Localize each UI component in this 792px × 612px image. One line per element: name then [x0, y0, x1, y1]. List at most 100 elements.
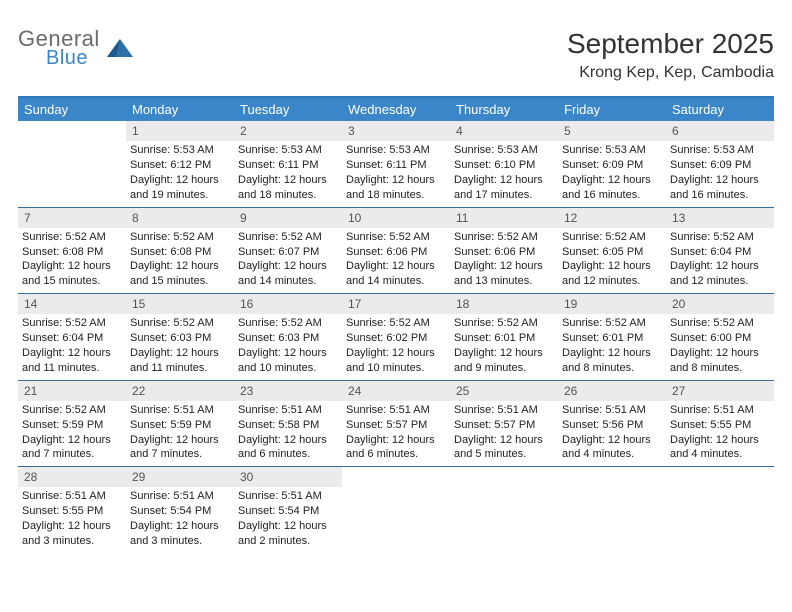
day-body: Sunrise: 5:53 AMSunset: 6:09 PMDaylight:…	[666, 141, 774, 206]
sunset-text: Sunset: 6:07 PM	[238, 245, 338, 260]
day-body: Sunrise: 5:51 AMSunset: 5:58 PMDaylight:…	[234, 401, 342, 466]
sunset-text: Sunset: 5:54 PM	[238, 504, 338, 519]
sunrise-text: Sunrise: 5:51 AM	[22, 489, 122, 504]
daylight-text: Daylight: 12 hours and 4 minutes.	[562, 433, 662, 463]
sunrise-text: Sunrise: 5:51 AM	[562, 403, 662, 418]
sunset-text: Sunset: 6:01 PM	[454, 331, 554, 346]
daylight-text: Daylight: 12 hours and 10 minutes.	[238, 346, 338, 376]
logo: General Blue	[18, 28, 134, 68]
week-row: 21Sunrise: 5:52 AMSunset: 5:59 PMDayligh…	[18, 381, 774, 468]
day-number: 27	[666, 381, 774, 401]
location-text: Krong Kep, Kep, Cambodia	[567, 64, 774, 82]
sunset-text: Sunset: 6:01 PM	[562, 331, 662, 346]
weeks-container: .1Sunrise: 5:53 AMSunset: 6:12 PMDayligh…	[18, 121, 774, 553]
day-cell: 14Sunrise: 5:52 AMSunset: 6:04 PMDayligh…	[18, 294, 126, 380]
day-body: Sunrise: 5:51 AMSunset: 5:57 PMDaylight:…	[450, 401, 558, 466]
day-number: 8	[126, 208, 234, 228]
day-cell: 12Sunrise: 5:52 AMSunset: 6:05 PMDayligh…	[558, 208, 666, 294]
day-cell: .	[450, 467, 558, 553]
day-number: 11	[450, 208, 558, 228]
day-body: Sunrise: 5:52 AMSunset: 6:08 PMDaylight:…	[18, 228, 126, 293]
sunrise-text: Sunrise: 5:52 AM	[22, 403, 122, 418]
day-body: Sunrise: 5:51 AMSunset: 5:57 PMDaylight:…	[342, 401, 450, 466]
day-number: 28	[18, 467, 126, 487]
sunrise-text: Sunrise: 5:53 AM	[130, 143, 230, 158]
day-number: 10	[342, 208, 450, 228]
daylight-text: Daylight: 12 hours and 15 minutes.	[130, 259, 230, 289]
sunrise-text: Sunrise: 5:52 AM	[454, 230, 554, 245]
day-cell: 15Sunrise: 5:52 AMSunset: 6:03 PMDayligh…	[126, 294, 234, 380]
daylight-text: Daylight: 12 hours and 12 minutes.	[670, 259, 770, 289]
day-cell: 5Sunrise: 5:53 AMSunset: 6:09 PMDaylight…	[558, 121, 666, 207]
daylight-text: Daylight: 12 hours and 4 minutes.	[670, 433, 770, 463]
day-cell: 29Sunrise: 5:51 AMSunset: 5:54 PMDayligh…	[126, 467, 234, 553]
weekday-header-row: Sunday Monday Tuesday Wednesday Thursday…	[18, 98, 774, 121]
sunrise-text: Sunrise: 5:52 AM	[130, 230, 230, 245]
day-cell: 25Sunrise: 5:51 AMSunset: 5:57 PMDayligh…	[450, 381, 558, 467]
day-number: 3	[342, 121, 450, 141]
day-number: 19	[558, 294, 666, 314]
day-number: 14	[18, 294, 126, 314]
sunset-text: Sunset: 5:57 PM	[454, 418, 554, 433]
daylight-text: Daylight: 12 hours and 17 minutes.	[454, 173, 554, 203]
day-cell: 21Sunrise: 5:52 AMSunset: 5:59 PMDayligh…	[18, 381, 126, 467]
day-body: Sunrise: 5:52 AMSunset: 6:07 PMDaylight:…	[234, 228, 342, 293]
day-body: Sunrise: 5:52 AMSunset: 6:04 PMDaylight:…	[18, 314, 126, 379]
day-cell: .	[18, 121, 126, 207]
day-body: Sunrise: 5:52 AMSunset: 6:01 PMDaylight:…	[450, 314, 558, 379]
sunset-text: Sunset: 5:59 PM	[22, 418, 122, 433]
day-body: Sunrise: 5:52 AMSunset: 6:04 PMDaylight:…	[666, 228, 774, 293]
sunset-text: Sunset: 6:03 PM	[130, 331, 230, 346]
title-block: September 2025 Krong Kep, Kep, Cambodia	[567, 28, 774, 82]
day-body: Sunrise: 5:51 AMSunset: 5:59 PMDaylight:…	[126, 401, 234, 466]
sunrise-text: Sunrise: 5:52 AM	[346, 230, 446, 245]
calendar-grid: Sunday Monday Tuesday Wednesday Thursday…	[18, 96, 774, 553]
day-number: 24	[342, 381, 450, 401]
day-number: 18	[450, 294, 558, 314]
day-cell: 7Sunrise: 5:52 AMSunset: 6:08 PMDaylight…	[18, 208, 126, 294]
sunrise-text: Sunrise: 5:52 AM	[562, 230, 662, 245]
day-number: 13	[666, 208, 774, 228]
sunrise-text: Sunrise: 5:52 AM	[562, 316, 662, 331]
weekday-header: Tuesday	[234, 98, 342, 121]
day-number: 15	[126, 294, 234, 314]
day-cell: 26Sunrise: 5:51 AMSunset: 5:56 PMDayligh…	[558, 381, 666, 467]
day-number: 21	[18, 381, 126, 401]
day-body: Sunrise: 5:52 AMSunset: 6:05 PMDaylight:…	[558, 228, 666, 293]
day-cell: .	[666, 467, 774, 553]
sunrise-text: Sunrise: 5:51 AM	[130, 489, 230, 504]
week-row: 7Sunrise: 5:52 AMSunset: 6:08 PMDaylight…	[18, 208, 774, 295]
day-number: 12	[558, 208, 666, 228]
daylight-text: Daylight: 12 hours and 3 minutes.	[130, 519, 230, 549]
day-cell: 3Sunrise: 5:53 AMSunset: 6:11 PMDaylight…	[342, 121, 450, 207]
daylight-text: Daylight: 12 hours and 19 minutes.	[130, 173, 230, 203]
day-cell: 8Sunrise: 5:52 AMSunset: 6:08 PMDaylight…	[126, 208, 234, 294]
day-number: 5	[558, 121, 666, 141]
sunset-text: Sunset: 5:59 PM	[130, 418, 230, 433]
day-cell: 11Sunrise: 5:52 AMSunset: 6:06 PMDayligh…	[450, 208, 558, 294]
day-cell: 28Sunrise: 5:51 AMSunset: 5:55 PMDayligh…	[18, 467, 126, 553]
calendar-page: General Blue September 2025 Krong Kep, K…	[0, 0, 792, 563]
day-cell: 1Sunrise: 5:53 AMSunset: 6:12 PMDaylight…	[126, 121, 234, 207]
week-row: 28Sunrise: 5:51 AMSunset: 5:55 PMDayligh…	[18, 467, 774, 553]
day-cell: .	[342, 467, 450, 553]
daylight-text: Daylight: 12 hours and 14 minutes.	[346, 259, 446, 289]
day-body: Sunrise: 5:52 AMSunset: 6:02 PMDaylight:…	[342, 314, 450, 379]
weekday-header: Wednesday	[342, 98, 450, 121]
day-number: 9	[234, 208, 342, 228]
sunset-text: Sunset: 6:09 PM	[670, 158, 770, 173]
day-cell: .	[558, 467, 666, 553]
day-cell: 27Sunrise: 5:51 AMSunset: 5:55 PMDayligh…	[666, 381, 774, 467]
day-cell: 4Sunrise: 5:53 AMSunset: 6:10 PMDaylight…	[450, 121, 558, 207]
sunrise-text: Sunrise: 5:51 AM	[454, 403, 554, 418]
sunrise-text: Sunrise: 5:51 AM	[346, 403, 446, 418]
day-body: Sunrise: 5:53 AMSunset: 6:10 PMDaylight:…	[450, 141, 558, 206]
daylight-text: Daylight: 12 hours and 9 minutes.	[454, 346, 554, 376]
day-body: Sunrise: 5:51 AMSunset: 5:54 PMDaylight:…	[234, 487, 342, 552]
sunrise-text: Sunrise: 5:53 AM	[238, 143, 338, 158]
daylight-text: Daylight: 12 hours and 18 minutes.	[238, 173, 338, 203]
day-cell: 17Sunrise: 5:52 AMSunset: 6:02 PMDayligh…	[342, 294, 450, 380]
weekday-header: Friday	[558, 98, 666, 121]
sunrise-text: Sunrise: 5:52 AM	[454, 316, 554, 331]
day-number: 16	[234, 294, 342, 314]
